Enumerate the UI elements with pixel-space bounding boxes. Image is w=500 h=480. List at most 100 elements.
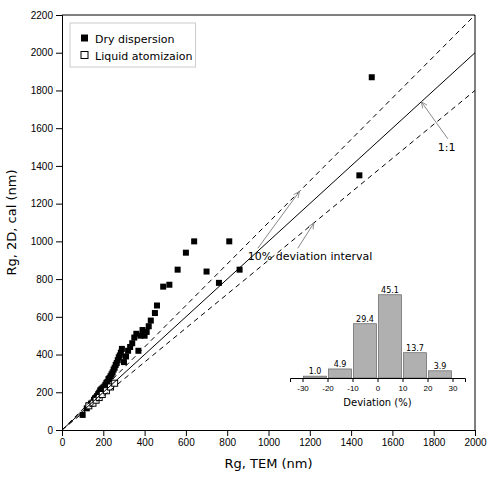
tick-label: 400 <box>36 349 53 360</box>
tick: 1800 <box>423 430 446 448</box>
tick-label: 200 <box>36 387 53 398</box>
tick-mark <box>328 378 329 382</box>
point <box>369 74 375 80</box>
tick: 400 <box>36 349 62 360</box>
tick-label: 1400 <box>340 437 363 448</box>
point <box>129 340 135 346</box>
tick-mark <box>56 53 62 54</box>
tick: 2000 <box>31 47 62 58</box>
tick-mark <box>351 430 352 436</box>
legend-items: Dry dispersion Liquid atomizaion <box>81 33 193 63</box>
tick-label: 800 <box>36 274 53 285</box>
annotation-arrow <box>258 191 300 248</box>
tick-label: 1600 <box>31 123 54 134</box>
bar <box>379 295 402 378</box>
tick: 1000 <box>258 430 281 448</box>
annotation-arrow <box>421 102 448 139</box>
tick-label: 400 <box>137 437 154 448</box>
data-label: 1.0 <box>309 367 322 376</box>
point <box>146 323 152 329</box>
x-axis-title: Rg, TEM (nm) <box>224 456 312 471</box>
tick-mark <box>269 430 270 436</box>
tick-label: 1400 <box>31 161 54 172</box>
tick: 0 <box>376 378 381 393</box>
tick: 800 <box>36 274 62 285</box>
tick-label: 800 <box>219 437 236 448</box>
point <box>204 269 210 275</box>
bar <box>329 369 352 378</box>
inset-background <box>286 278 469 410</box>
tick-label: -20 <box>322 384 334 393</box>
tick-label: 1000 <box>258 437 281 448</box>
tick-mark <box>303 378 304 382</box>
tick: 2000 <box>464 430 487 448</box>
tick-mark <box>56 430 62 431</box>
tick-mark <box>56 90 62 91</box>
bar <box>429 371 452 378</box>
tick-label: 30 <box>449 384 458 393</box>
tick: 1400 <box>340 430 363 448</box>
bar <box>304 376 327 378</box>
tick-mark <box>56 317 62 318</box>
legend-label: Dry dispersion <box>95 33 175 46</box>
tick: 1200 <box>31 198 62 209</box>
inset-x-axis-title: Deviation (%) <box>343 397 411 408</box>
legend-symbol <box>81 52 88 59</box>
axis-line <box>56 16 63 431</box>
tick: 0 <box>47 425 62 436</box>
point <box>148 318 154 324</box>
tick-mark <box>392 430 393 436</box>
tick: 1800 <box>31 85 62 96</box>
tick-mark <box>475 430 476 436</box>
tick: 200 <box>95 430 112 448</box>
point <box>119 346 125 352</box>
point <box>121 359 127 365</box>
tick-label: -30 <box>297 384 309 393</box>
point <box>166 282 172 288</box>
tick-mark <box>56 392 62 393</box>
point <box>183 250 189 256</box>
tick: -10 <box>347 378 359 393</box>
tick-mark <box>378 378 379 382</box>
tick: 1600 <box>31 123 62 134</box>
tick: 2200 <box>31 10 62 21</box>
tick-mark <box>310 430 311 436</box>
point <box>175 267 181 273</box>
legend-item: Liquid atomizaion <box>81 50 193 63</box>
tick-label: 600 <box>178 437 195 448</box>
x-axis: 0200400600800100012001400160018002000 <box>60 430 487 448</box>
annotation: 10% deviation interval <box>248 250 373 263</box>
tick-mark <box>434 430 435 436</box>
bars <box>304 295 452 378</box>
tick-label: 1800 <box>31 85 54 96</box>
reference-line <box>62 90 475 430</box>
legend: Dry dispersion Liquid atomizaion <box>70 23 196 67</box>
point <box>154 303 160 309</box>
bar <box>404 353 427 378</box>
frame-line <box>475 15 476 430</box>
tick-mark <box>103 430 104 436</box>
tick-mark <box>186 430 187 436</box>
tick-mark <box>56 128 62 129</box>
data-label: 29.4 <box>356 315 374 324</box>
tick-mark <box>403 378 404 382</box>
tick-label: 20 <box>424 384 433 393</box>
legend-item: Dry dispersion <box>81 33 175 46</box>
annotations: 1:110% deviation interval <box>248 102 456 263</box>
axis-line <box>291 379 466 383</box>
tick-label: 2200 <box>31 10 54 21</box>
reference-line <box>62 15 475 430</box>
legend-symbol <box>81 35 88 42</box>
tick-mark <box>56 15 62 16</box>
point <box>144 329 150 335</box>
tick: -20 <box>322 378 334 393</box>
tick: 0 <box>60 430 66 448</box>
data-label: 3.9 <box>434 362 447 371</box>
chart: 0200400600800100012001400160018002000020… <box>0 0 500 480</box>
tick-mark <box>353 378 354 382</box>
tick-label: 1600 <box>382 437 405 448</box>
tick: 1000 <box>31 236 62 247</box>
frame-line <box>62 15 475 16</box>
tick-label: 0 <box>376 384 381 393</box>
tick: 20 <box>424 378 433 393</box>
